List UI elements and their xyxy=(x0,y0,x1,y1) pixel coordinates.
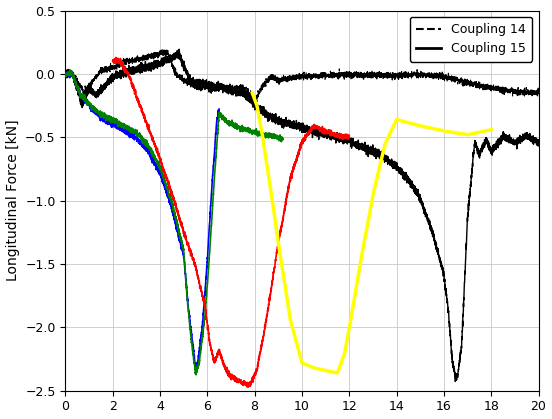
Coupling 15 xyxy=(535,139,542,144)
Coupling 14 xyxy=(148,53,155,58)
Coupling 15 xyxy=(452,379,459,384)
Coupling 14 xyxy=(415,75,422,80)
Coupling 14 xyxy=(159,47,166,52)
Coupling 14 xyxy=(346,75,353,80)
Coupling 15 xyxy=(346,135,353,140)
Coupling 14 xyxy=(62,71,68,76)
Coupling 14 xyxy=(252,101,258,106)
Coupling 15 xyxy=(415,194,422,199)
Line: Coupling 15: Coupling 15 xyxy=(65,49,539,381)
Coupling 14 xyxy=(535,92,542,97)
Coupling 15 xyxy=(243,91,250,96)
Coupling 14 xyxy=(243,85,250,90)
Line: Coupling 14: Coupling 14 xyxy=(65,50,539,104)
Coupling 15 xyxy=(62,72,68,77)
Coupling 15 xyxy=(148,60,155,65)
Coupling 14 xyxy=(451,74,458,79)
Coupling 15 xyxy=(451,369,458,374)
Coupling 14 xyxy=(370,71,376,76)
Coupling 15 xyxy=(176,47,182,52)
Coupling 15 xyxy=(370,153,376,158)
Y-axis label: Longitudinal Force [kN]: Longitudinal Force [kN] xyxy=(6,120,19,282)
Legend: Coupling 14, Coupling 15: Coupling 14, Coupling 15 xyxy=(410,17,532,62)
